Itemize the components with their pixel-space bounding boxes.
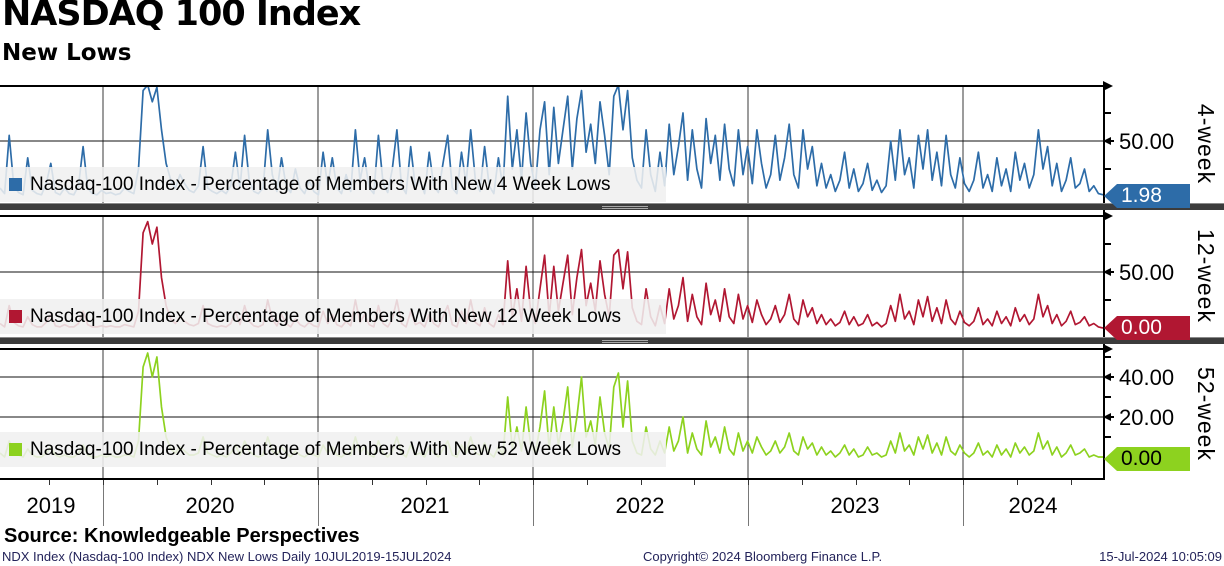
- y-axis-tick: [1103, 299, 1111, 301]
- last-value-badge-12-week: 0.00: [1104, 316, 1190, 340]
- year-separator: [748, 480, 749, 526]
- x-axis-minor-tick: [1070, 480, 1072, 485]
- y-axis-tick: [1103, 356, 1111, 358]
- footer-copyright: Copyright© 2024 Bloomberg Finance L.P.: [643, 549, 883, 564]
- axis-arrow-icon: [1103, 344, 1113, 354]
- y-axis-line: [1103, 85, 1105, 480]
- x-axis-minor-tick: [963, 480, 964, 485]
- y-axis-tick: [1103, 436, 1111, 438]
- x-axis-year-label: 2020: [185, 493, 235, 518]
- panel-label-4-week: 4-week: [1193, 103, 1219, 185]
- x-axis-minor-tick: [103, 480, 104, 485]
- panel-divider[interactable]: [0, 203, 1224, 210]
- page-title: NASDAQ 100 Index: [2, 0, 361, 34]
- y-axis-tick-label: 40.00: [1119, 365, 1175, 390]
- x-axis-minor-tick: [479, 480, 481, 485]
- legend-12-week[interactable]: Nasdaq-100 Index - Percentage of Members…: [0, 299, 666, 334]
- y-axis-tick: [1103, 112, 1111, 114]
- panel-top-border: [0, 215, 1103, 217]
- year-separator: [103, 480, 104, 526]
- y-axis-tick: [1103, 168, 1111, 170]
- x-axis-minor-tick: [855, 480, 857, 485]
- source-note: Source: Knowledgeable Perspectives: [4, 525, 360, 547]
- panel-label-12-week: 12-week: [1193, 229, 1219, 323]
- legend-label: Nasdaq-100 Index - Percentage of Members…: [30, 173, 611, 195]
- last-value-badge-52-week: 0.00: [1104, 447, 1190, 471]
- y-axis-tick-label: 50.00: [1119, 260, 1175, 285]
- x-axis-year-label: 2022: [615, 493, 665, 518]
- x-axis-year-label: 2024: [1008, 493, 1058, 518]
- y-axis-tick: [1103, 243, 1111, 245]
- legend-swatch-icon: [9, 310, 22, 323]
- x-axis-minor-tick: [909, 480, 911, 485]
- legend-swatch-icon: [9, 443, 22, 456]
- axis-arrow-icon: [1103, 81, 1113, 91]
- x-axis-minor-tick: [156, 480, 158, 485]
- y-axis-tick-label: 20.00: [1119, 405, 1175, 430]
- tick-arrow-icon: [1103, 137, 1111, 145]
- panel-label-52-week: 52-week: [1193, 367, 1219, 461]
- x-axis-minor-tick: [264, 480, 266, 485]
- legend-4-week[interactable]: Nasdaq-100 Index - Percentage of Members…: [0, 167, 666, 202]
- year-separator: [318, 480, 319, 526]
- legend-label: Nasdaq-100 Index - Percentage of Members…: [30, 305, 622, 327]
- x-axis-line: [0, 478, 1103, 480]
- legend-label: Nasdaq-100 Index - Percentage of Members…: [30, 438, 622, 460]
- legend-52-week[interactable]: Nasdaq-100 Index - Percentage of Members…: [0, 432, 666, 467]
- x-axis-year-label: 2023: [830, 493, 880, 518]
- panel-top-border: [0, 348, 1103, 350]
- x-axis-year-label: 2019: [26, 493, 76, 518]
- x-axis-minor-tick: [49, 480, 51, 485]
- page-subtitle: New Lows: [2, 40, 132, 66]
- axis-arrow-icon: [1103, 211, 1113, 221]
- x-axis-minor-tick: [640, 480, 642, 485]
- tick-arrow-icon: [1103, 413, 1111, 421]
- divider-grip-icon[interactable]: [602, 206, 648, 210]
- panel-top-border: [0, 85, 1103, 87]
- last-value-badge-4-week: 1.98: [1104, 184, 1190, 208]
- x-axis-minor-tick: [1016, 480, 1018, 485]
- year-separator: [533, 480, 534, 526]
- x-axis-minor-tick: [694, 480, 696, 485]
- y-axis-tick: [1103, 396, 1111, 398]
- year-separator: [963, 480, 964, 526]
- footer-security-info: NDX Index (Nasdaq-100 Index) NDX New Low…: [2, 549, 452, 564]
- x-axis-minor-tick: [318, 480, 319, 485]
- panel-divider[interactable]: [0, 337, 1224, 344]
- x-axis-minor-tick: [748, 480, 749, 485]
- x-axis-minor-tick: [586, 480, 588, 485]
- x-axis-year-label: 2021: [400, 493, 450, 518]
- legend-swatch-icon: [9, 178, 22, 191]
- x-axis-minor-tick: [371, 480, 373, 485]
- x-axis-minor-tick: [210, 480, 212, 485]
- x-axis-minor-tick: [533, 480, 534, 485]
- x-axis-minor-tick: [801, 480, 803, 485]
- divider-grip-icon[interactable]: [602, 340, 648, 344]
- x-axis-minor-tick: [425, 480, 427, 485]
- tick-arrow-icon: [1103, 268, 1111, 276]
- y-axis-tick-label: 50.00: [1119, 129, 1175, 154]
- tick-arrow-icon: [1103, 373, 1111, 381]
- footer-timestamp: 15-Jul-2024 10:05:09: [1099, 549, 1222, 564]
